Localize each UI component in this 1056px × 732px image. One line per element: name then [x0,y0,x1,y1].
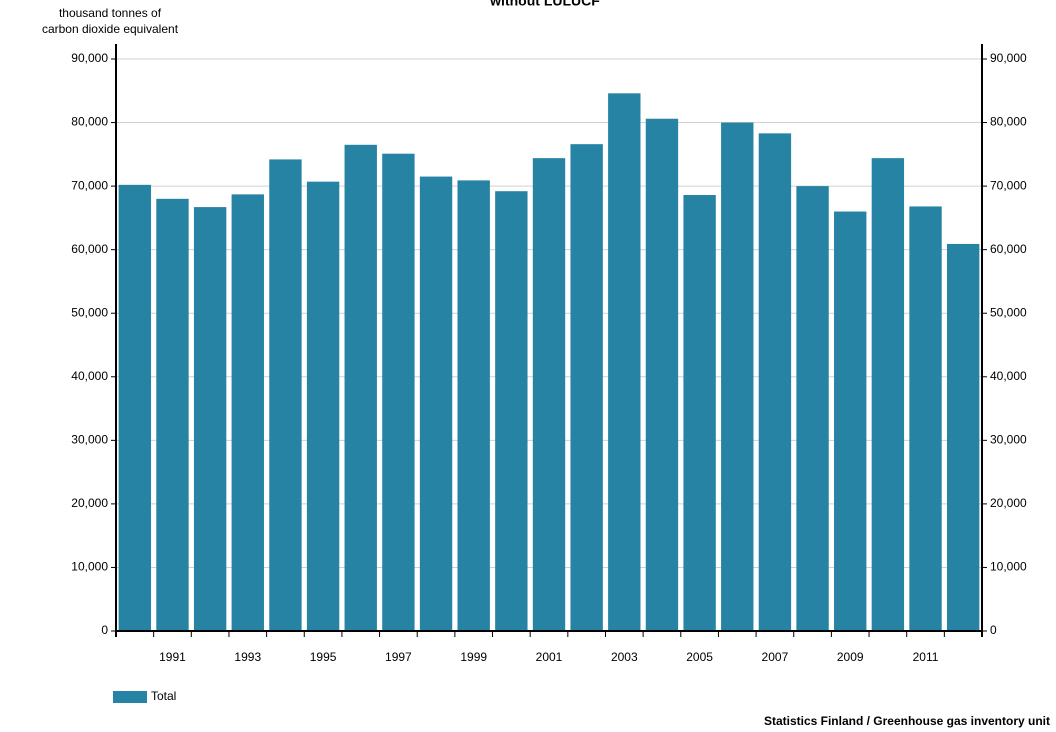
y2-tick-label: 50,000 [990,305,1027,319]
y-tick-label: 0 [101,623,108,637]
y2-tick-label: 20,000 [990,496,1027,510]
y2-tick-label: 40,000 [990,369,1027,383]
bar [532,158,566,631]
y-tick-label: 70,000 [71,178,108,192]
chart-title: without LULUCF [489,0,600,9]
bar [570,144,603,632]
y-tick-label: 20,000 [71,496,108,510]
x-tick-label: 1997 [385,650,412,664]
bar [871,158,905,631]
x-tick-label: 1999 [460,650,487,664]
x-tick-label: 2007 [762,650,789,664]
x-tick-label: 2011 [913,650,939,664]
bar [344,144,377,632]
bar [231,194,264,631]
bar [608,93,641,631]
bar [946,243,980,632]
bar [193,207,227,631]
y2-tick-label: 30,000 [990,433,1027,447]
y-tick-label: 90,000 [71,51,108,65]
bar [457,180,490,631]
x-tick-label: 2001 [536,650,563,664]
bar [419,176,453,632]
x-tick-label: 1991 [159,650,186,664]
bar [909,206,942,631]
y2-tick-label: 60,000 [990,242,1027,256]
y2-tick-label: 90,000 [990,51,1027,65]
y-axis-label: carbon dioxide equivalent [42,22,179,36]
legend-label: Total [151,689,176,703]
y-tick-label: 40,000 [71,369,108,383]
bar [721,122,754,632]
bar [156,198,189,632]
bar [306,181,340,631]
bar [382,153,415,631]
bar [645,118,679,631]
y-tick-label: 80,000 [71,115,108,129]
y2-tick-label: 70,000 [990,178,1027,192]
y-tick-label: 60,000 [71,242,108,256]
y2-tick-label: 10,000 [990,560,1027,574]
y-tick-label: 10,000 [71,560,108,574]
bar [796,186,829,631]
bar [269,159,302,631]
bar [118,184,152,631]
y-axis-label: thousand tonnes of [59,6,162,20]
source: Statistics Finland / Greenhouse gas inve… [764,714,1050,728]
y-tick-label: 30,000 [71,433,108,447]
bar [683,195,716,631]
x-tick-label: 1993 [234,650,261,664]
y2-tick-label: 80,000 [990,115,1027,129]
x-tick-label: 2005 [686,650,713,664]
y2-tick-label: 0 [990,623,997,637]
bar [834,211,867,632]
x-tick-label: 2009 [837,650,864,664]
x-tick-label: 2003 [611,650,638,664]
bar [758,133,792,632]
bar [495,191,528,631]
x-tick-label: 1995 [310,650,337,664]
legend-swatch [113,691,147,703]
y-tick-label: 50,000 [71,305,108,319]
